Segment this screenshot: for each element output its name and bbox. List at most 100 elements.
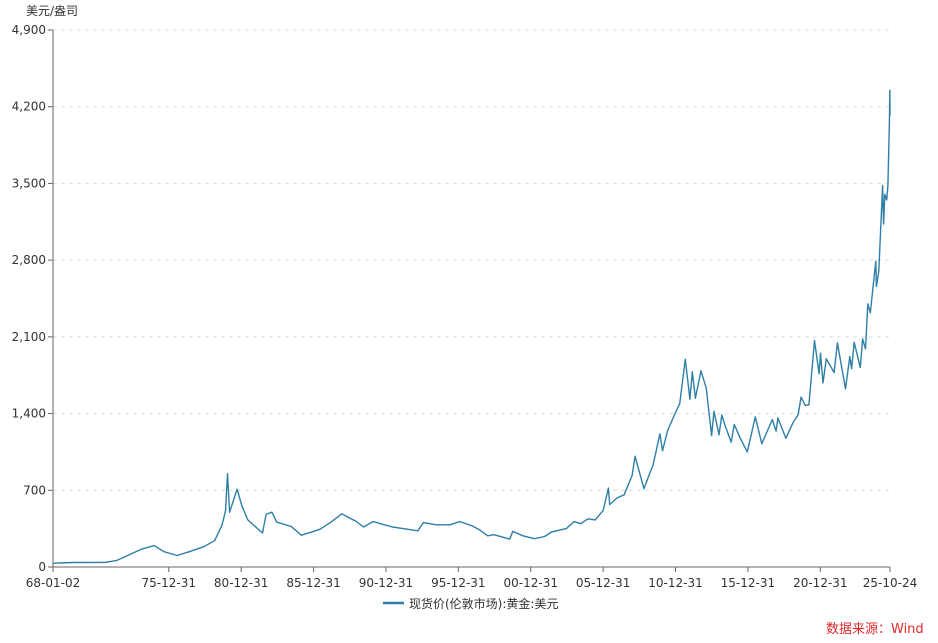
data-point [825, 358, 827, 360]
data-point [813, 340, 816, 342]
data-point [607, 487, 610, 489]
data-point [733, 423, 735, 426]
data-point [355, 520, 357, 523]
data-point [775, 430, 777, 432]
data-point [808, 404, 810, 406]
data-point [652, 463, 654, 466]
data-point [822, 382, 824, 384]
data-point [372, 520, 374, 523]
data-point [247, 519, 249, 521]
data-point [659, 433, 661, 435]
data-point [348, 517, 350, 519]
data-point [875, 260, 877, 262]
data-point [203, 546, 205, 548]
data-point [290, 525, 292, 528]
x-tick-label: 00-12-31 [504, 576, 558, 590]
data-point [493, 534, 495, 536]
data-point [300, 534, 302, 536]
x-tick-label: 20-12-31 [793, 576, 847, 590]
legend[interactable]: 现货价(伦敦市场):黄金:美元 [383, 596, 558, 611]
data-point [718, 434, 720, 436]
y-tick-label: 1,400 [12, 407, 46, 421]
data-point [176, 554, 178, 557]
data-point [330, 521, 332, 523]
data-point [72, 561, 75, 564]
data-point [887, 185, 889, 187]
data-point [363, 526, 365, 528]
data-point [888, 122, 891, 124]
data-point [609, 503, 611, 506]
data-point [509, 538, 511, 540]
data-point [319, 528, 321, 530]
y-axis-unit-label: 美元/盎司 [26, 4, 78, 18]
data-point [587, 518, 589, 520]
data-point [859, 366, 861, 369]
data-point [771, 419, 773, 421]
data-point [276, 521, 278, 523]
data-point [730, 441, 732, 443]
data-point [616, 497, 618, 499]
data-point [875, 285, 878, 287]
x-tick-label: 10-12-31 [648, 576, 702, 590]
data-point [849, 356, 851, 358]
data-point [785, 437, 787, 439]
data-point [236, 488, 238, 490]
x-tick-label: 68-01-02 [26, 576, 80, 590]
data-point [889, 114, 891, 117]
data-point [214, 540, 216, 542]
data-point [684, 358, 686, 360]
data-point [643, 488, 645, 490]
data-point [406, 528, 408, 530]
data-point [141, 548, 143, 550]
x-tick-label: 15-12-31 [721, 576, 775, 590]
data-point [379, 523, 382, 525]
data-point [800, 396, 802, 398]
data-point [602, 510, 604, 512]
data-point [691, 371, 693, 373]
data-point [224, 510, 227, 512]
data-point [551, 531, 553, 533]
data-point [512, 530, 514, 533]
data-point [565, 528, 567, 530]
y-tick-label: 2,800 [12, 253, 46, 267]
y-tick-label: 4,200 [12, 100, 46, 114]
data-point [478, 529, 480, 531]
data-point [261, 532, 264, 534]
data-point [713, 410, 715, 412]
x-axis-ticks: 68-01-02 75-12-31 80-12-31 85-12-31 90-12-31… [26, 567, 917, 590]
data-point [889, 89, 891, 91]
data-point [694, 397, 697, 399]
data-point [573, 520, 575, 523]
data-point [705, 387, 707, 389]
data-point [435, 524, 437, 526]
data-point [721, 414, 723, 416]
data-point [313, 530, 315, 533]
data-point [130, 553, 132, 555]
series-line [52, 89, 891, 564]
data-point [116, 559, 118, 562]
data-point [661, 450, 664, 452]
data-point [422, 522, 424, 524]
data-point [449, 524, 451, 526]
data-point [700, 370, 702, 372]
data-point [878, 270, 880, 272]
data-point [739, 437, 741, 439]
data-point [844, 388, 847, 390]
data-point [459, 520, 461, 523]
data-point [163, 551, 165, 553]
data-point [883, 223, 885, 225]
y-tick-label: 700 [23, 483, 46, 497]
x-tick-label: 95-12-31 [431, 576, 485, 590]
data-point [862, 338, 864, 340]
data-point [471, 525, 473, 527]
x-tick-label: 25-10-24 [863, 576, 917, 590]
data-point [104, 561, 106, 564]
y-tick-label: 3,500 [12, 176, 46, 190]
data-point [711, 434, 713, 437]
data-point [391, 526, 394, 528]
y-axis-ticks: 0 700 1,400 2,100 2,800 3,500 4,200 4,900 [12, 23, 53, 574]
legend-label: 现货价(伦敦市场):黄金:美元 [409, 596, 558, 611]
data-point [818, 373, 820, 375]
data-point [886, 199, 888, 201]
data-point [754, 416, 756, 418]
